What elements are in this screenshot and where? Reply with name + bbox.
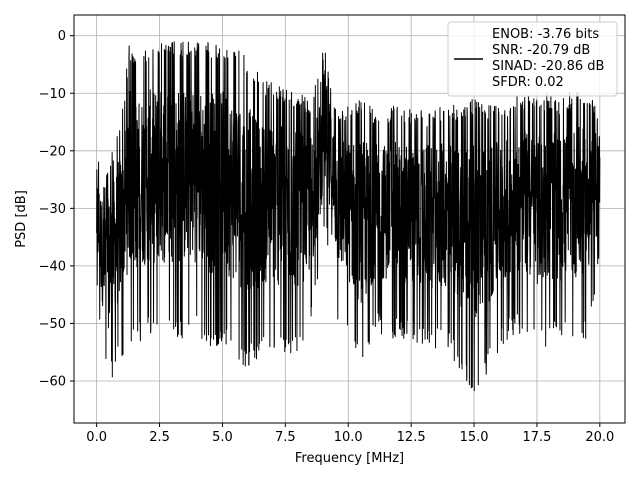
legend-entry-enob: ENOB: -3.76 bits: [492, 27, 599, 42]
y-tick-label: 0: [58, 29, 66, 44]
y-tick-label: −50: [39, 317, 66, 332]
x-tick-label: 5.0: [212, 430, 233, 445]
y-axis-ticks: 0 −10 −20 −30 −40 −50 −60: [39, 29, 74, 389]
y-tick-label: −10: [39, 87, 66, 102]
psd-trace: [96, 41, 601, 392]
x-tick-label: 7.5: [275, 430, 296, 445]
x-axis-label: Frequency [MHz]: [295, 451, 404, 466]
x-tick-label: 15.0: [460, 430, 489, 445]
legend-entry-sinad: SINAD: -20.86 dB: [492, 59, 604, 74]
legend-entry-snr: SNR: -20.79 dB: [492, 43, 590, 58]
x-tick-label: 20.0: [585, 430, 614, 445]
psd-series: [96, 41, 601, 392]
legend: ENOB: -3.76 bits SNR: -20.79 dB SINAD: -…: [447, 21, 618, 97]
x-tick-label: 2.5: [149, 430, 170, 445]
x-axis-ticks: 0.0 2.5 5.0 7.5 10.0 12.5 15.0 17.5 20.0: [86, 423, 614, 445]
legend-entry-sfdr: SFDR: 0.02: [492, 75, 564, 90]
y-tick-label: −40: [39, 259, 66, 274]
x-tick-label: 0.0: [86, 430, 107, 445]
legend-box: [447, 21, 618, 97]
x-tick-label: 10.0: [334, 430, 363, 445]
x-tick-label: 12.5: [397, 430, 426, 445]
x-tick-label: 17.5: [522, 430, 551, 445]
y-tick-label: −60: [39, 374, 66, 389]
axes-frame: [73, 14, 626, 424]
y-tick-label: −30: [39, 202, 66, 217]
y-tick-label: −20: [39, 144, 66, 159]
y-axis-label: PSD [dB]: [14, 190, 29, 248]
